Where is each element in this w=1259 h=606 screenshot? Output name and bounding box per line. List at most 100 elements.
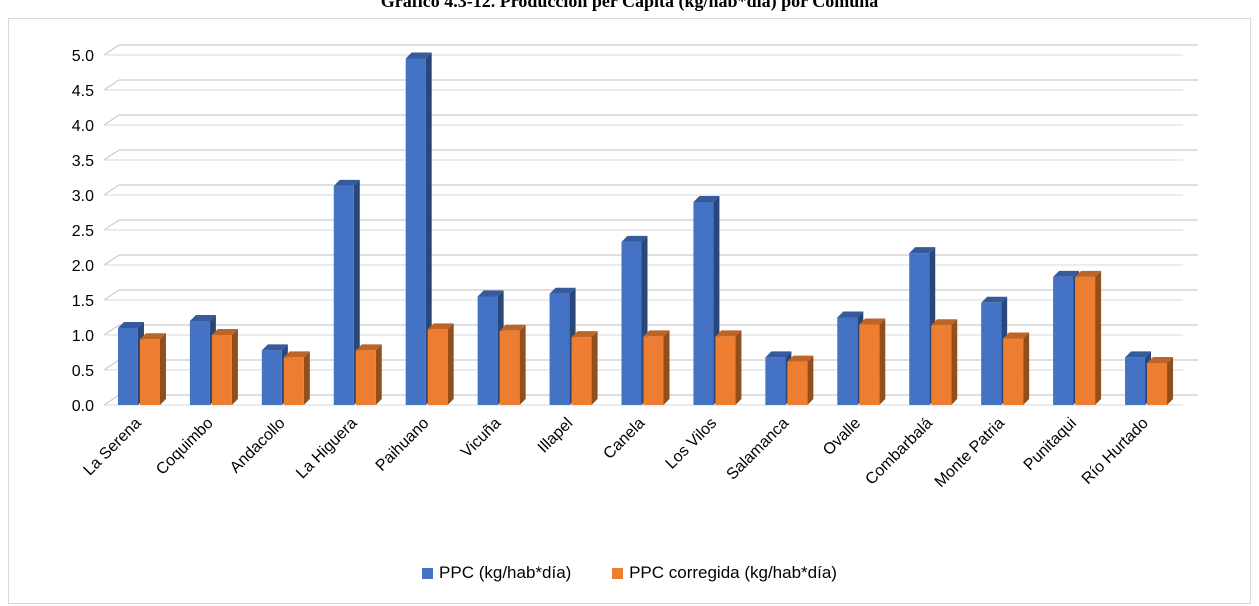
x-tick-label: Canela xyxy=(600,415,648,463)
x-tick-label: Coquimbo xyxy=(153,415,217,479)
bar-top-ppc-corregida xyxy=(1147,357,1174,363)
bar-top-ppc-corregida xyxy=(931,319,958,326)
legend-swatch-ppc-corregida xyxy=(612,567,624,579)
y-tick-label: 2.0 xyxy=(72,258,94,275)
bar-top-ppc-corregida xyxy=(211,329,238,335)
bar-side-ppc-corregida xyxy=(735,330,742,405)
x-tick-label: Salamanca xyxy=(724,415,793,484)
x-tick-label: La Serena xyxy=(81,415,145,479)
bar-top-ppc-corregida xyxy=(139,333,166,340)
bar-ppc xyxy=(981,302,1002,405)
y-tick-label: 3.5 xyxy=(72,153,94,170)
gridline-depth xyxy=(103,79,120,91)
chart-title: Gráfico 4.3-12. Producción per Cápita (k… xyxy=(380,0,879,11)
bar-top-ppc xyxy=(693,196,720,202)
x-tick-label: Paihuano xyxy=(373,415,433,475)
bar-side-ppc-corregida xyxy=(951,319,958,405)
bar-ppc xyxy=(477,296,498,405)
gridline-depth xyxy=(103,359,120,371)
bar-top-ppc xyxy=(1053,270,1080,277)
chart-legend: PPC (kg/hab*día) PPC corregida (kg/hab*d… xyxy=(0,563,1259,584)
bar-top-ppc xyxy=(765,351,792,358)
legend-swatch-ppc xyxy=(422,567,434,579)
y-tick-label: 2.5 xyxy=(72,223,94,240)
y-tick-label: 4.0 xyxy=(72,118,94,135)
bar-side-ppc-corregida xyxy=(1167,357,1174,405)
bar-top-ppc xyxy=(549,287,576,294)
x-tick-label: Los Vilos xyxy=(663,415,721,473)
chart-frame xyxy=(8,18,1251,604)
bar-top-ppc-corregida xyxy=(859,318,886,325)
bar-side-ppc-corregida xyxy=(159,333,166,405)
legend-item-ppc: PPC (kg/hab*día) xyxy=(422,563,571,583)
bar-top-ppc xyxy=(477,290,504,297)
bar-top-ppc xyxy=(981,296,1008,303)
bar-top-ppc xyxy=(261,344,288,351)
gridline-depth xyxy=(103,219,120,231)
y-tick-label: 0.0 xyxy=(72,398,94,415)
bar-ppc xyxy=(405,58,426,405)
bar-ppc xyxy=(765,357,786,405)
bar-side-ppc-corregida xyxy=(663,330,670,405)
bar-ppc-corregida xyxy=(427,329,448,405)
bar-side-ppc-corregida xyxy=(231,329,238,405)
bar-top-ppc xyxy=(621,235,648,242)
x-tick-label: Punitaqui xyxy=(1021,415,1080,474)
y-tick-label: 5.0 xyxy=(72,48,94,65)
bar-side-ppc-corregida xyxy=(375,344,382,405)
bar-top-ppc xyxy=(117,322,144,328)
bar-top-ppc-corregida xyxy=(571,331,598,338)
bar-ppc-corregida xyxy=(139,339,160,405)
y-tick-label: 0.5 xyxy=(72,363,94,380)
bar-ppc-corregida xyxy=(499,330,520,405)
bar-ppc xyxy=(1053,276,1074,405)
bar-top-ppc-corregida xyxy=(355,344,382,351)
x-tick-label: Illapel xyxy=(535,415,577,457)
x-tick-label: Monte Patria xyxy=(932,415,1008,491)
gridline-depth xyxy=(103,44,120,56)
bar-ppc xyxy=(1125,357,1146,405)
gridline-depth xyxy=(103,394,120,406)
bar-top-ppc-corregida xyxy=(283,351,310,358)
bar-ppc xyxy=(333,185,354,405)
y-tick-label: 1.5 xyxy=(72,293,94,310)
legend-item-ppc-corregida: PPC corregida (kg/hab*día) xyxy=(612,563,837,583)
bar-top-ppc xyxy=(333,179,360,186)
bar-top-ppc xyxy=(189,315,216,321)
bar-ppc xyxy=(693,202,714,405)
bar-top-ppc-corregida xyxy=(787,355,814,362)
x-tick-label: Ovalle xyxy=(820,415,864,459)
bar-ppc-corregida xyxy=(211,335,232,405)
bar-ppc xyxy=(909,253,930,405)
bar-side-ppc-corregida xyxy=(879,318,886,405)
bar-top-ppc-corregida xyxy=(427,323,454,330)
y-tick-label: 4.5 xyxy=(72,83,94,100)
bar-side-ppc-corregida xyxy=(447,323,454,405)
bar-ppc xyxy=(549,293,570,405)
bar-ppc xyxy=(189,321,210,405)
bar-top-ppc xyxy=(405,52,432,59)
bar-top-ppc-corregida xyxy=(643,330,670,337)
bar-ppc-corregida xyxy=(1147,363,1168,405)
y-tick-label: 3.0 xyxy=(72,188,94,205)
bar-top-ppc-corregida xyxy=(1075,270,1102,277)
bar-top-ppc xyxy=(909,247,936,254)
bar-side-ppc-corregida xyxy=(303,351,310,405)
bar-top-ppc-corregida xyxy=(715,330,742,337)
bar-side-ppc-corregida xyxy=(1095,270,1102,405)
bar-top-ppc xyxy=(1125,351,1152,358)
gridline-depth xyxy=(103,184,120,196)
bar-ppc-corregida xyxy=(715,336,736,405)
bar-side-ppc-corregida xyxy=(519,324,526,405)
gridline-depth xyxy=(103,289,120,301)
legend-label-ppc-corregida: PPC corregida (kg/hab*día) xyxy=(629,563,837,582)
x-tick-label: Río Hurtado xyxy=(1079,415,1152,488)
bar-ppc-corregida xyxy=(931,325,952,405)
x-tick-label: La Higuera xyxy=(293,415,360,482)
bar-top-ppc-corregida xyxy=(1003,332,1030,339)
bar-ppc xyxy=(621,241,642,405)
bar-side-ppc-corregida xyxy=(591,331,598,405)
legend-label-ppc: PPC (kg/hab*día) xyxy=(439,563,572,582)
bar-ppc xyxy=(117,328,138,405)
